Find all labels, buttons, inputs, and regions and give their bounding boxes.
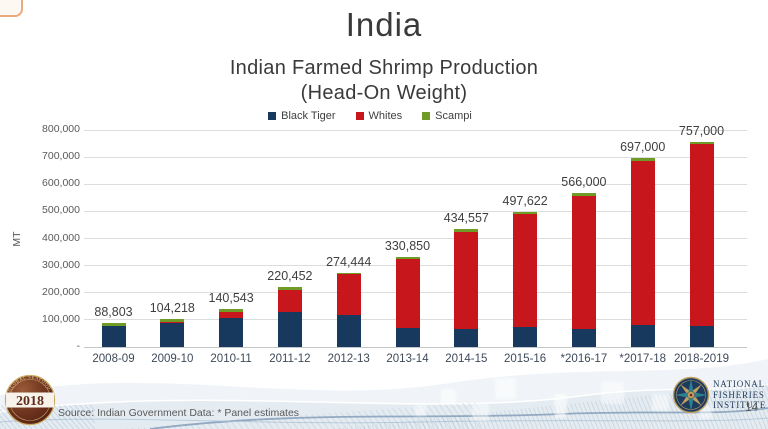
bar-total-label: 697,000 — [620, 139, 666, 154]
bar-total-label: 220,452 — [267, 269, 313, 284]
nfi-line3: INSTITUTE — [713, 400, 767, 411]
legend-label: Black Tiger — [281, 110, 336, 122]
y-tick-label: 600,000 — [42, 177, 80, 190]
legend-label: Whites — [368, 110, 403, 122]
y-tick-label: 300,000 — [42, 258, 80, 271]
y-tick-label: 400,000 — [42, 231, 80, 244]
chart-title-line1: Indian Farmed Shrimp Production — [229, 57, 539, 79]
bar-total-label: 757,000 — [678, 123, 725, 138]
gridline — [84, 238, 747, 239]
gsmc-2018-logo: GLOBAL SEAFOOD MARKET CONFERENCE 2018 — [4, 374, 56, 429]
bar-segment-black-tiger — [630, 325, 655, 347]
bar-segment-black-tiger — [513, 326, 538, 347]
y-tick-label: - — [76, 340, 81, 352]
x-tick-label: 2018-2019 — [674, 353, 729, 365]
y-tick-label: 700,000 — [42, 150, 80, 163]
y-tick-label: 500,000 — [42, 204, 80, 217]
bar-segment-scampi — [336, 272, 361, 275]
page-number: 14 — [745, 402, 758, 414]
nfi-line2: FISHERIES — [713, 389, 765, 400]
bar-segment-scampi — [219, 308, 244, 312]
bar-segment-scampi — [277, 287, 302, 291]
x-tick-label: 2011-12 — [269, 353, 311, 365]
background-waves — [0, 357, 768, 429]
badge-band — [6, 392, 54, 408]
gridline — [84, 210, 747, 212]
x-tick-label: 2013-14 — [386, 353, 429, 365]
chart-title-line2: (Head-On Weight) — [300, 82, 468, 104]
nfi-logo-text: NATIONAL FISHERIES INSTITUTE — [713, 379, 766, 411]
legend-item-whites: Whites — [355, 110, 403, 122]
bar-segment-scampi — [160, 318, 185, 322]
bar-segment-black-tiger — [160, 322, 185, 347]
x-tick-label: 2009-10 — [151, 353, 194, 365]
bar-segment-whites — [395, 258, 420, 328]
bar-segment-scampi — [630, 157, 655, 161]
bar-segment-scampi — [454, 229, 479, 232]
x-tick-label: 2015-16 — [503, 353, 547, 365]
bar-segment-black-tiger — [277, 311, 302, 347]
bar-segment-black-tiger — [336, 315, 361, 347]
bar-segment-scampi — [571, 193, 596, 197]
bar-segment-whites — [277, 290, 302, 312]
bar-segment-whites — [513, 214, 538, 327]
bar-segment-scampi — [395, 257, 420, 259]
bar-segment-black-tiger — [571, 329, 596, 347]
nfi-line1: NATIONAL — [713, 379, 765, 390]
bar-total-label: 566,000 — [561, 175, 607, 190]
bar-total-label: 274,444 — [326, 254, 372, 269]
compass-rose-icon — [672, 376, 710, 414]
bar-segment-whites — [454, 231, 479, 329]
legend-swatch — [268, 112, 277, 120]
chart-title: Indian Farmed Shrimp Production (Head-On… — [0, 56, 768, 106]
x-tick-label: 2010-11 — [210, 353, 252, 365]
bar-total-label: 104,218 — [149, 300, 195, 315]
bar-segment-scampi — [689, 141, 714, 144]
gridline — [84, 156, 747, 158]
bar-total-label: 88,803 — [94, 304, 133, 319]
cropped-thumbnail-icon[interactable] — [0, 0, 23, 17]
slide-title: India — [345, 6, 423, 43]
badge-year: 2018 — [16, 394, 44, 409]
x-tick-label: *2016-17 — [560, 353, 608, 365]
y-tick-label: 100,000 — [42, 312, 80, 325]
legend-swatch — [355, 112, 364, 120]
bar-total-label: 330,850 — [384, 239, 431, 254]
y-tick-label: 800,000 — [42, 123, 80, 135]
gridline — [84, 129, 747, 131]
bar-segment-whites — [219, 311, 244, 318]
y-tick-label: 200,000 — [42, 285, 80, 298]
bar-segment-black-tiger — [454, 328, 479, 347]
bar-segment-whites — [571, 196, 596, 330]
bar-segment-scampi — [513, 212, 538, 215]
bar-segment-scampi — [101, 322, 126, 327]
gridline — [84, 183, 747, 185]
bar-segment-whites — [689, 143, 714, 326]
bar-segment-black-tiger — [395, 328, 420, 347]
legend-swatch — [422, 112, 431, 120]
source-note: Source: Indian Government Data: * Panel … — [58, 407, 300, 419]
bar-segment-whites — [336, 274, 361, 316]
x-tick-label: 2012-13 — [327, 353, 370, 365]
x-tick-label: 2014-15 — [445, 353, 488, 365]
nfi-logo: NATIONAL FISHERIES INSTITUTE — [672, 376, 766, 414]
gridline — [84, 346, 747, 348]
bar-segment-black-tiger — [101, 326, 126, 347]
bar-total-label: 434,557 — [443, 211, 489, 226]
bar-total-label: 140,543 — [208, 290, 254, 305]
legend-label: Scampi — [435, 110, 472, 122]
bar-segment-whites — [630, 160, 655, 326]
x-tick-label: 2008-09 — [92, 353, 135, 365]
bar-segment-black-tiger — [689, 325, 714, 347]
x-tick-label: *2017-18 — [619, 353, 667, 365]
legend-item-scampi: Scampi — [422, 110, 472, 122]
bar-total-label: 497,622 — [502, 194, 548, 209]
chart-legend: Black Tiger Whites Scampi — [0, 110, 740, 122]
bar-segment-black-tiger — [219, 317, 244, 347]
legend-item-black-tiger: Black Tiger — [268, 110, 336, 122]
